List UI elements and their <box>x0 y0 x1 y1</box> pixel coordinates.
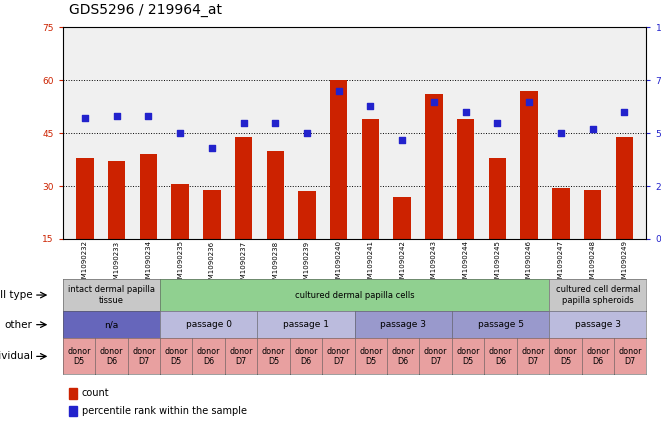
Text: intact dermal papilla
tissue: intact dermal papilla tissue <box>68 286 155 305</box>
Point <box>524 98 534 105</box>
Text: donor
D5: donor D5 <box>359 347 383 366</box>
Text: donor
D5: donor D5 <box>165 347 188 366</box>
Text: cell type: cell type <box>0 290 32 300</box>
Bar <box>298 192 316 239</box>
Text: donor
D7: donor D7 <box>619 347 642 366</box>
Bar <box>488 158 506 239</box>
Text: cultured cell dermal
papilla spheroids: cultured cell dermal papilla spheroids <box>555 286 640 305</box>
Text: passage 3: passage 3 <box>575 320 621 329</box>
Point <box>460 109 471 115</box>
Bar <box>203 190 221 239</box>
Bar <box>362 119 379 239</box>
Point <box>207 145 217 151</box>
Text: donor
D5: donor D5 <box>262 347 286 366</box>
Point <box>80 115 91 122</box>
Point <box>239 119 249 126</box>
Text: donor
D6: donor D6 <box>586 347 609 366</box>
Text: donor
D7: donor D7 <box>132 347 155 366</box>
Text: donor
D5: donor D5 <box>554 347 577 366</box>
Text: passage 0: passage 0 <box>186 320 232 329</box>
Bar <box>393 197 411 239</box>
Point <box>619 109 629 115</box>
Text: passage 3: passage 3 <box>380 320 426 329</box>
Point <box>555 130 566 137</box>
Text: donor
D7: donor D7 <box>522 347 545 366</box>
Bar <box>171 184 189 239</box>
Text: donor
D7: donor D7 <box>229 347 253 366</box>
Text: cultured dermal papilla cells: cultured dermal papilla cells <box>295 291 414 299</box>
Bar <box>69 406 77 416</box>
Bar <box>584 190 602 239</box>
Bar <box>425 94 443 239</box>
Bar <box>457 119 475 239</box>
Point <box>334 88 344 94</box>
Bar <box>552 188 570 239</box>
Point <box>397 136 407 143</box>
Text: percentile rank within the sample: percentile rank within the sample <box>82 406 247 416</box>
Bar <box>69 388 77 399</box>
Text: donor
D7: donor D7 <box>424 347 447 366</box>
Point <box>492 119 502 126</box>
Bar <box>520 91 538 239</box>
Text: donor
D6: donor D6 <box>294 347 318 366</box>
Text: n/a: n/a <box>104 320 118 329</box>
Text: donor
D6: donor D6 <box>391 347 415 366</box>
Text: donor
D5: donor D5 <box>67 347 91 366</box>
Point <box>302 130 313 137</box>
Bar <box>615 137 633 239</box>
Bar <box>330 80 348 239</box>
Text: passage 5: passage 5 <box>477 320 524 329</box>
Bar <box>235 137 253 239</box>
Point <box>112 113 122 120</box>
Point <box>175 130 186 137</box>
Bar <box>108 162 126 239</box>
Text: donor
D6: donor D6 <box>488 347 512 366</box>
Text: donor
D6: donor D6 <box>197 347 221 366</box>
Bar <box>139 154 157 239</box>
Text: donor
D6: donor D6 <box>100 347 123 366</box>
Text: other: other <box>5 320 32 330</box>
Point <box>365 102 375 109</box>
Text: individual: individual <box>0 352 32 361</box>
Point <box>428 98 439 105</box>
Point <box>270 119 281 126</box>
Text: GDS5296 / 219964_at: GDS5296 / 219964_at <box>69 3 222 17</box>
Text: donor
D7: donor D7 <box>327 347 350 366</box>
Point <box>587 126 598 132</box>
Bar <box>266 151 284 239</box>
Text: count: count <box>82 388 109 398</box>
Text: donor
D5: donor D5 <box>456 347 480 366</box>
Text: passage 1: passage 1 <box>283 320 329 329</box>
Point <box>143 113 154 120</box>
Bar <box>76 158 94 239</box>
